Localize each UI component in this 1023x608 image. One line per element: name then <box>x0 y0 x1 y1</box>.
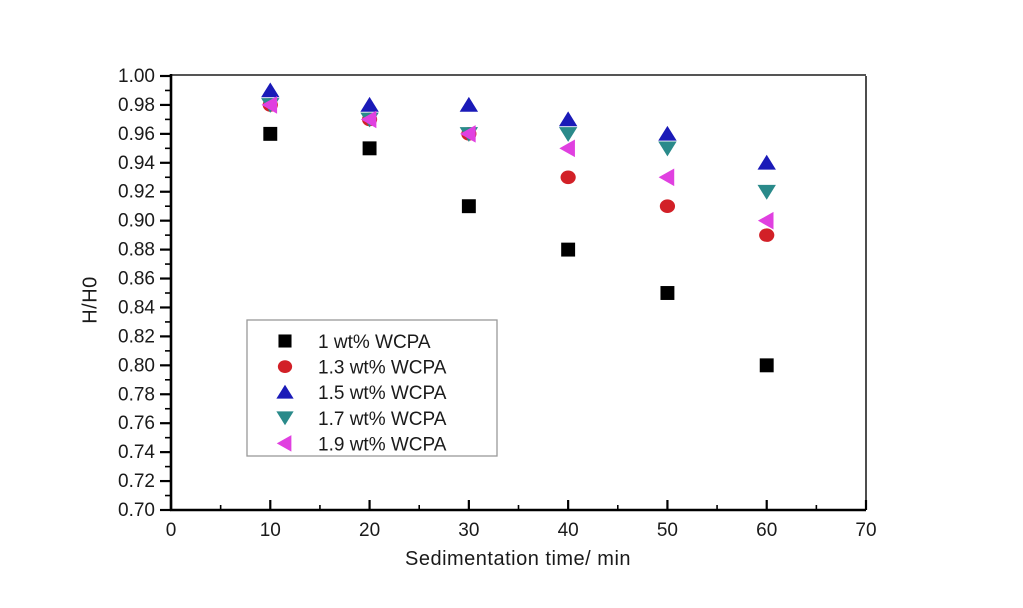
y-tick-label: 0.86 <box>118 269 155 290</box>
y-tick-label: 0.96 <box>118 124 155 145</box>
legend-label: 1.5 wt% WCPA <box>318 383 447 404</box>
data-point-square <box>561 242 576 257</box>
y-tick-label: 0.88 <box>118 240 155 261</box>
y-tick-label: 0.70 <box>118 500 155 521</box>
data-point-triangle-up <box>658 125 677 141</box>
y-tick-label: 0.76 <box>118 413 155 434</box>
data-point-triangle-up <box>757 154 776 170</box>
data-point-square <box>362 141 377 156</box>
data-point-circle <box>560 170 576 185</box>
y-tick-label: 1.00 <box>118 66 155 87</box>
legend-label: 1 wt% WCPA <box>318 332 431 353</box>
y-tick-label: 0.74 <box>118 442 155 463</box>
legend-marker-triangle-down <box>276 411 294 426</box>
data-point-triangle-up <box>360 96 379 112</box>
y-tick-label: 0.98 <box>118 95 155 116</box>
data-point-triangle-left <box>460 125 476 143</box>
legend-label: 1.9 wt% WCPA <box>318 434 447 455</box>
x-tick-label: 70 <box>855 520 876 541</box>
legend-marker-circle <box>277 360 293 373</box>
legend-label: 1.7 wt% WCPA <box>318 409 447 430</box>
data-point-triangle-down <box>658 141 677 157</box>
x-tick-label: 20 <box>359 520 380 541</box>
data-point-triangle-left <box>658 168 675 187</box>
data-point-triangle-down <box>757 184 776 200</box>
y-axis-title: H/H0 <box>79 276 102 324</box>
data-point-square <box>759 358 774 373</box>
x-axis-title: Sedimentation time/ min <box>404 548 632 570</box>
data-point-triangle-up <box>261 82 280 98</box>
data-point-square <box>461 199 476 214</box>
data-point-square <box>660 286 675 300</box>
y-tick-label: 0.92 <box>118 182 155 203</box>
legend-marker-triangle-left <box>276 435 292 452</box>
y-tick-label: 0.78 <box>118 384 155 405</box>
legend-label: 1.3 wt% WCPA <box>318 358 447 379</box>
y-tick-label: 0.82 <box>118 326 155 347</box>
x-tick-label: 60 <box>756 520 777 541</box>
x-tick-label: 50 <box>657 520 678 541</box>
y-tick-label: 0.94 <box>118 153 155 174</box>
data-point-circle <box>759 228 775 242</box>
x-tick-label: 40 <box>558 520 579 541</box>
y-tick-label: 0.84 <box>118 297 155 318</box>
data-point-triangle-left <box>757 211 774 230</box>
data-point-triangle-up <box>459 96 479 112</box>
legend-marker-triangle-up <box>276 384 294 399</box>
y-tick-label: 0.80 <box>118 355 155 376</box>
data-point-triangle-left <box>261 96 278 114</box>
data-point-triangle-down <box>558 127 578 142</box>
x-tick-label: 30 <box>458 520 479 541</box>
y-tick-label: 0.90 <box>118 211 155 232</box>
x-tick-label: 10 <box>260 520 281 541</box>
data-point-triangle-left <box>559 139 575 158</box>
y-tick-label: 0.72 <box>118 471 155 492</box>
legend-marker-square <box>278 334 292 348</box>
data-point-square <box>263 126 278 141</box>
data-point-circle <box>659 199 676 213</box>
data-point-triangle-up <box>558 111 578 127</box>
x-tick-label: 0 <box>166 520 177 541</box>
data-point-triangle-left <box>360 110 377 129</box>
